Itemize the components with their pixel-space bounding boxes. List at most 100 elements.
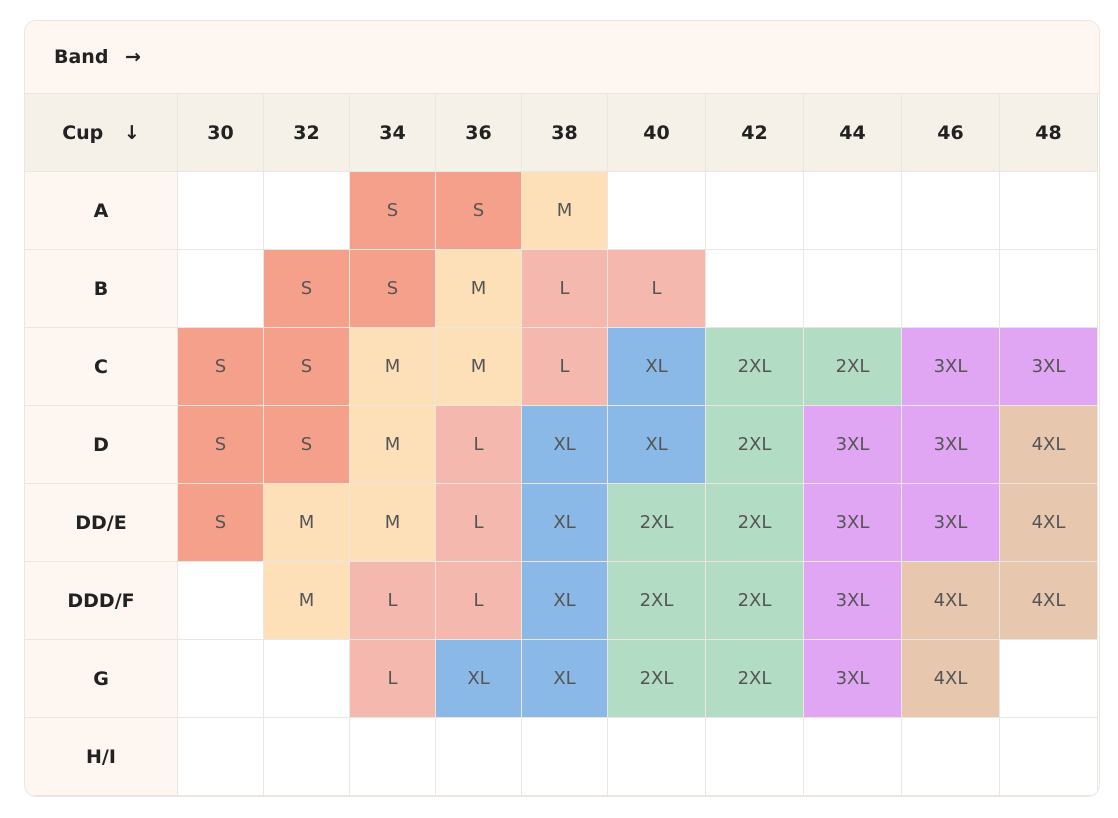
cup-size: G (25, 640, 178, 718)
band-size: 32 (264, 94, 350, 172)
size-cell: 4XL (1000, 484, 1098, 562)
cup-size: DDD/F (25, 562, 178, 640)
size-cell: 4XL (1000, 406, 1098, 484)
empty-cell (1000, 172, 1098, 250)
size-cell: 3XL (804, 484, 902, 562)
empty-cell (1000, 718, 1098, 796)
size-cell: XL (522, 562, 608, 640)
size-cell: L (436, 406, 522, 484)
empty-cell (804, 172, 902, 250)
size-cell: S (350, 250, 436, 328)
band-header: Band → (25, 21, 1099, 94)
empty-cell (178, 562, 264, 640)
size-cell: M (350, 328, 436, 406)
size-cell: 2XL (706, 562, 804, 640)
empty-cell (264, 172, 350, 250)
band-size: 46 (902, 94, 1000, 172)
size-cell: M (350, 406, 436, 484)
cup-header: Cup ↓ (25, 94, 178, 172)
size-cell: XL (522, 406, 608, 484)
size-cell: 2XL (706, 406, 804, 484)
cup-size: A (25, 172, 178, 250)
empty-cell (902, 718, 1000, 796)
size-cell: M (436, 328, 522, 406)
size-cell: S (436, 172, 522, 250)
size-cell: 3XL (902, 328, 1000, 406)
cup-size: C (25, 328, 178, 406)
size-cell: 2XL (706, 640, 804, 718)
size-cell: 4XL (1000, 562, 1098, 640)
empty-cell (178, 172, 264, 250)
size-cell: 2XL (804, 328, 902, 406)
size-cell: M (350, 484, 436, 562)
size-cell: XL (522, 484, 608, 562)
empty-cell (804, 718, 902, 796)
size-cell: S (350, 172, 436, 250)
empty-cell (706, 718, 804, 796)
size-cell: 3XL (1000, 328, 1098, 406)
size-cell: 3XL (804, 640, 902, 718)
size-cell: 3XL (902, 484, 1000, 562)
size-cell: M (436, 250, 522, 328)
size-cell: XL (522, 640, 608, 718)
cup-size: DD/E (25, 484, 178, 562)
size-cell: XL (608, 406, 706, 484)
empty-cell (178, 718, 264, 796)
empty-cell (706, 250, 804, 328)
size-cell: L (522, 328, 608, 406)
cup-size: H/I (25, 718, 178, 796)
band-size: 42 (706, 94, 804, 172)
size-grid: Cup ↓ 30 32 34 36 38 40 42 44 46 48 A S S M B S S M L L C S S M… (25, 94, 1099, 796)
size-cell: 2XL (608, 562, 706, 640)
empty-cell (902, 172, 1000, 250)
size-cell: 2XL (608, 640, 706, 718)
size-cell: S (178, 328, 264, 406)
size-cell: 4XL (902, 640, 1000, 718)
empty-cell (804, 250, 902, 328)
size-cell: L (436, 484, 522, 562)
size-cell: 4XL (902, 562, 1000, 640)
empty-cell (178, 640, 264, 718)
size-cell: XL (436, 640, 522, 718)
size-cell: L (436, 562, 522, 640)
size-chart: Band → Cup ↓ 30 32 34 36 38 40 42 44 46 48 A S S M B S S… (24, 20, 1100, 797)
size-cell: S (264, 406, 350, 484)
empty-cell (178, 250, 264, 328)
size-cell: M (264, 562, 350, 640)
size-cell: L (350, 640, 436, 718)
empty-cell (902, 250, 1000, 328)
band-size: 44 (804, 94, 902, 172)
size-cell: M (264, 484, 350, 562)
size-cell: L (350, 562, 436, 640)
size-cell: S (264, 250, 350, 328)
size-cell: S (178, 406, 264, 484)
empty-cell (522, 718, 608, 796)
cup-size: B (25, 250, 178, 328)
size-cell: S (264, 328, 350, 406)
band-size: 30 (178, 94, 264, 172)
cup-size: D (25, 406, 178, 484)
size-cell: XL (608, 328, 706, 406)
band-size: 38 (522, 94, 608, 172)
empty-cell (706, 172, 804, 250)
empty-cell (436, 718, 522, 796)
size-cell: S (178, 484, 264, 562)
size-cell: 3XL (902, 406, 1000, 484)
band-size: 34 (350, 94, 436, 172)
size-cell: 3XL (804, 406, 902, 484)
empty-cell (608, 718, 706, 796)
empty-cell (608, 172, 706, 250)
band-size: 48 (1000, 94, 1098, 172)
size-cell: L (608, 250, 706, 328)
size-cell: 2XL (706, 484, 804, 562)
size-cell: M (522, 172, 608, 250)
empty-cell (1000, 640, 1098, 718)
empty-cell (264, 718, 350, 796)
size-cell: L (522, 250, 608, 328)
empty-cell (1000, 250, 1098, 328)
empty-cell (350, 718, 436, 796)
band-size: 36 (436, 94, 522, 172)
band-size: 40 (608, 94, 706, 172)
size-cell: 2XL (608, 484, 706, 562)
